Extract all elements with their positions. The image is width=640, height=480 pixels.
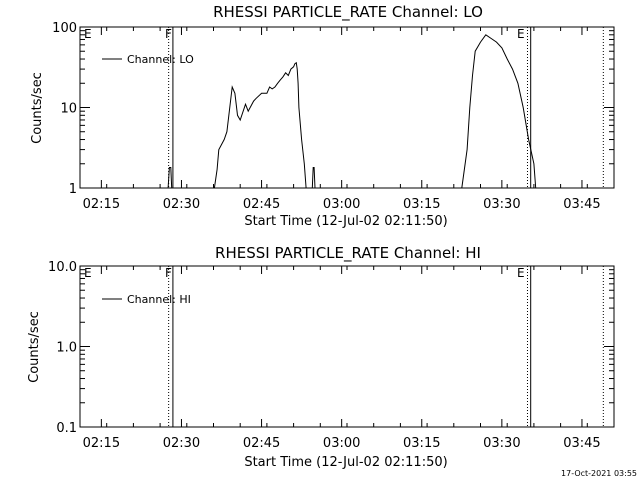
x-tick-label: 02:45 (243, 197, 280, 212)
y-tick-label: 100 (52, 21, 77, 36)
y-axis-label: Counts/sec (27, 311, 42, 383)
x-tick-label: 02:30 (163, 436, 200, 451)
y-tick-label: 10 (60, 102, 77, 117)
y-tick-label: 1 (69, 182, 77, 197)
y-tick-label: 0.1 (56, 421, 77, 436)
x-tick-label: 02:30 (163, 197, 200, 212)
x-tick-label: 03:45 (563, 197, 600, 212)
x-axis-label: Start Time (12-Jul-02 02:11:50) (244, 455, 447, 470)
y-axis-label: Counts/sec (30, 72, 45, 144)
x-tick-labels: 02:15 02:30 02:45 03:00 03:15 03:30 03:45 (83, 436, 601, 451)
y-tick-labels: 0.1 1.0 10.0 (48, 260, 77, 436)
x-tick-label: 03:30 (483, 436, 520, 451)
x-tick-labels: 02:15 02:30 02:45 03:00 03:15 03:30 03:45 (83, 197, 601, 212)
event-marker-label: E (84, 27, 92, 41)
event-marker-label: E (517, 266, 525, 280)
plot-frame (79, 265, 615, 428)
tick-marks (80, 26, 614, 189)
y-tick-labels: 1 10 100 (52, 21, 77, 197)
footer-timestamp: 17-Oct-2021 03:55 (561, 469, 637, 478)
legend-label: Channel: HI (127, 293, 191, 306)
x-tick-label: 03:00 (323, 197, 360, 212)
chart-title: RHESSI PARTICLE_RATE Channel: LO (213, 3, 483, 22)
event-marker-label: F (165, 27, 172, 41)
data-series (167, 34, 537, 189)
x-tick-label: 03:00 (323, 436, 360, 451)
x-axis-label: Start Time (12-Jul-02 02:11:50) (244, 214, 447, 229)
x-tick-label: 02:15 (83, 436, 120, 451)
chart-panel-hi: RHESSI PARTICLE_RATE Channel: HI 02:15 02… (27, 244, 615, 470)
tick-marks (80, 265, 614, 428)
y-tick-label: 10.0 (48, 260, 77, 275)
x-tick-label: 03:30 (483, 197, 520, 212)
series-line (167, 167, 173, 189)
x-tick-label: 03:15 (403, 436, 440, 451)
chart-panel-lo: RHESSI PARTICLE_RATE Channel: LO 02:15 02… (30, 3, 615, 229)
x-tick-label: 03:45 (563, 436, 600, 451)
x-tick-label: 02:15 (83, 197, 120, 212)
event-marker-label: E (517, 27, 525, 41)
x-tick-label: 02:45 (243, 436, 280, 451)
series-line (213, 61, 316, 189)
legend: Channel: HI (102, 293, 191, 306)
y-tick-label: 1.0 (56, 341, 77, 356)
x-tick-label: 03:15 (403, 197, 440, 212)
event-marker-label: E (84, 266, 92, 280)
event-marker-label: F (165, 266, 172, 280)
series-line (461, 34, 537, 189)
legend: Channel: LO (102, 53, 194, 66)
legend-label: Channel: LO (127, 53, 194, 66)
chart-title: RHESSI PARTICLE_RATE Channel: HI (215, 244, 481, 263)
